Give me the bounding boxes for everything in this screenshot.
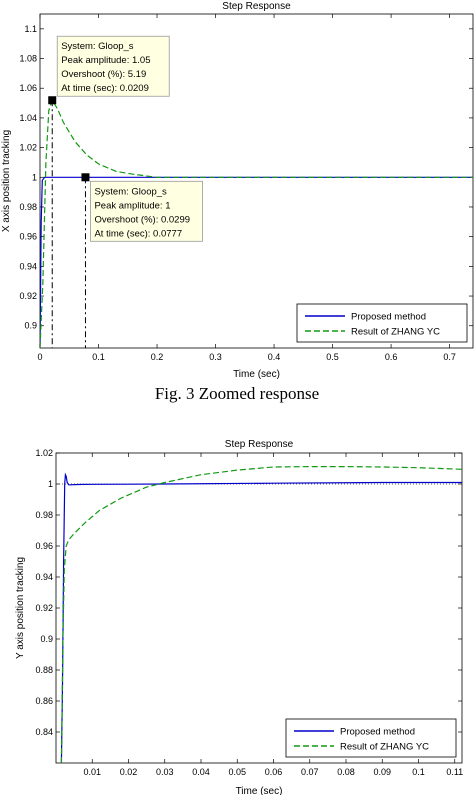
datatip-text: Overshoot (%): 5.19 [61, 69, 146, 80]
x-axis-label: Time (sec) [236, 786, 283, 795]
y-tick-label: 0.94 [19, 261, 37, 271]
y-tick-label: 0.84 [35, 727, 53, 737]
chart-title: Step Response [225, 439, 294, 450]
datatip-text: System: Gloop_s [94, 186, 167, 197]
datatip-marker [48, 96, 57, 105]
y-axis-label: Y axis position tracking [15, 557, 26, 659]
x-tick-label: 0.09 [373, 767, 391, 777]
y-tick-label: 0.98 [19, 202, 37, 212]
legend-label: Proposed method [340, 727, 415, 738]
legend-label: Result of ZHANG YC [351, 327, 440, 338]
datatip-text: Peak amplitude: 1.05 [61, 55, 150, 66]
x-tick-label: 0.04 [192, 767, 210, 777]
x-tick-label: 0.3 [209, 352, 222, 362]
y-tick-label: 1 [32, 172, 37, 182]
y-tick-label: 0.96 [19, 232, 37, 242]
y-tick-label: 1.02 [35, 448, 53, 458]
x-tick-label: 0.05 [228, 767, 246, 777]
datatip-box [56, 35, 170, 97]
x-tick-label: 0.4 [268, 352, 281, 362]
y-axis-label: X axis position tracking [1, 130, 12, 232]
datatip-text: Peak amplitude: 1 [94, 200, 170, 211]
y-tick-label: 1.04 [19, 113, 37, 123]
legend-label: Proposed method [351, 312, 426, 323]
x-axis-label: Time (sec) [233, 369, 280, 380]
y-tick-label: 0.92 [35, 603, 53, 613]
chart-1: Step Response 0 0.1 0.2 0.3 0.4 0.5 0.6 0.7 0.9 0.… [1, 1, 474, 380]
plot-lines [56, 466, 462, 763]
y-tick-label: 1.08 [19, 54, 37, 64]
legend-label: Result of ZHANG YC [340, 742, 429, 753]
x-tick-label: 0.03 [156, 767, 174, 777]
x-tick-label: 0.6 [385, 352, 398, 362]
datatip-text: At time (sec): 0.0209 [61, 83, 149, 94]
y-tick-label: 1.06 [19, 83, 37, 93]
x-tick-label: 0.7 [443, 352, 456, 362]
x-tick-label: 0.02 [120, 767, 138, 777]
chart-title: Step Response [222, 1, 291, 12]
x-tick-label: 0.11 [446, 767, 463, 777]
y-tick-label: 0.9 [40, 634, 53, 644]
x-tick-label: 0.07 [301, 767, 319, 777]
datatip-text: Overshoot (%): 0.0299 [94, 214, 190, 225]
y-tick-label: 0.94 [35, 572, 53, 582]
plot-lines [40, 98, 473, 348]
y-tick-label: 1.02 [19, 143, 37, 153]
y-tick-label: 1.1 [24, 24, 37, 34]
series-line-1 [60, 472, 462, 763]
y-tick-label: 1 [48, 479, 53, 489]
x-tick-label: 0.5 [326, 352, 339, 362]
datatip-text: At time (sec): 0.0777 [94, 228, 182, 239]
y-tick-label: 0.98 [35, 510, 53, 520]
y-tick-label: 0.9 [24, 321, 37, 331]
legend [285, 718, 457, 758]
chart-2: Step Response 0.01 0.02 0.03 0.04 0.05 0.06 0.0… [15, 439, 463, 795]
y-tick-label: 0.88 [35, 665, 53, 675]
figure-caption: Fig. 3 Zoomed response [154, 384, 320, 403]
datatip-marker [81, 173, 90, 182]
x-tick-label: 0.2 [151, 352, 164, 362]
y-tick-label: 0.96 [35, 541, 53, 551]
x-tick-label: 0.1 [92, 352, 105, 362]
datatip-box [90, 180, 203, 242]
x-tick-label: 0 [37, 352, 42, 362]
x-tick-label: 0.1 [412, 767, 425, 777]
series-line-2 [60, 466, 462, 763]
legend [296, 303, 468, 343]
y-tick-label: 0.86 [35, 696, 53, 706]
x-tick-label: 0.06 [265, 767, 283, 777]
y-tick-label: 0.92 [19, 291, 37, 301]
plot-area [55, 452, 463, 764]
x-tick-label: 0.08 [337, 767, 355, 777]
series-line-2 [40, 98, 473, 348]
x-tick-label: 0.01 [83, 767, 101, 777]
datatip-text: System: Gloop_s [61, 41, 134, 52]
